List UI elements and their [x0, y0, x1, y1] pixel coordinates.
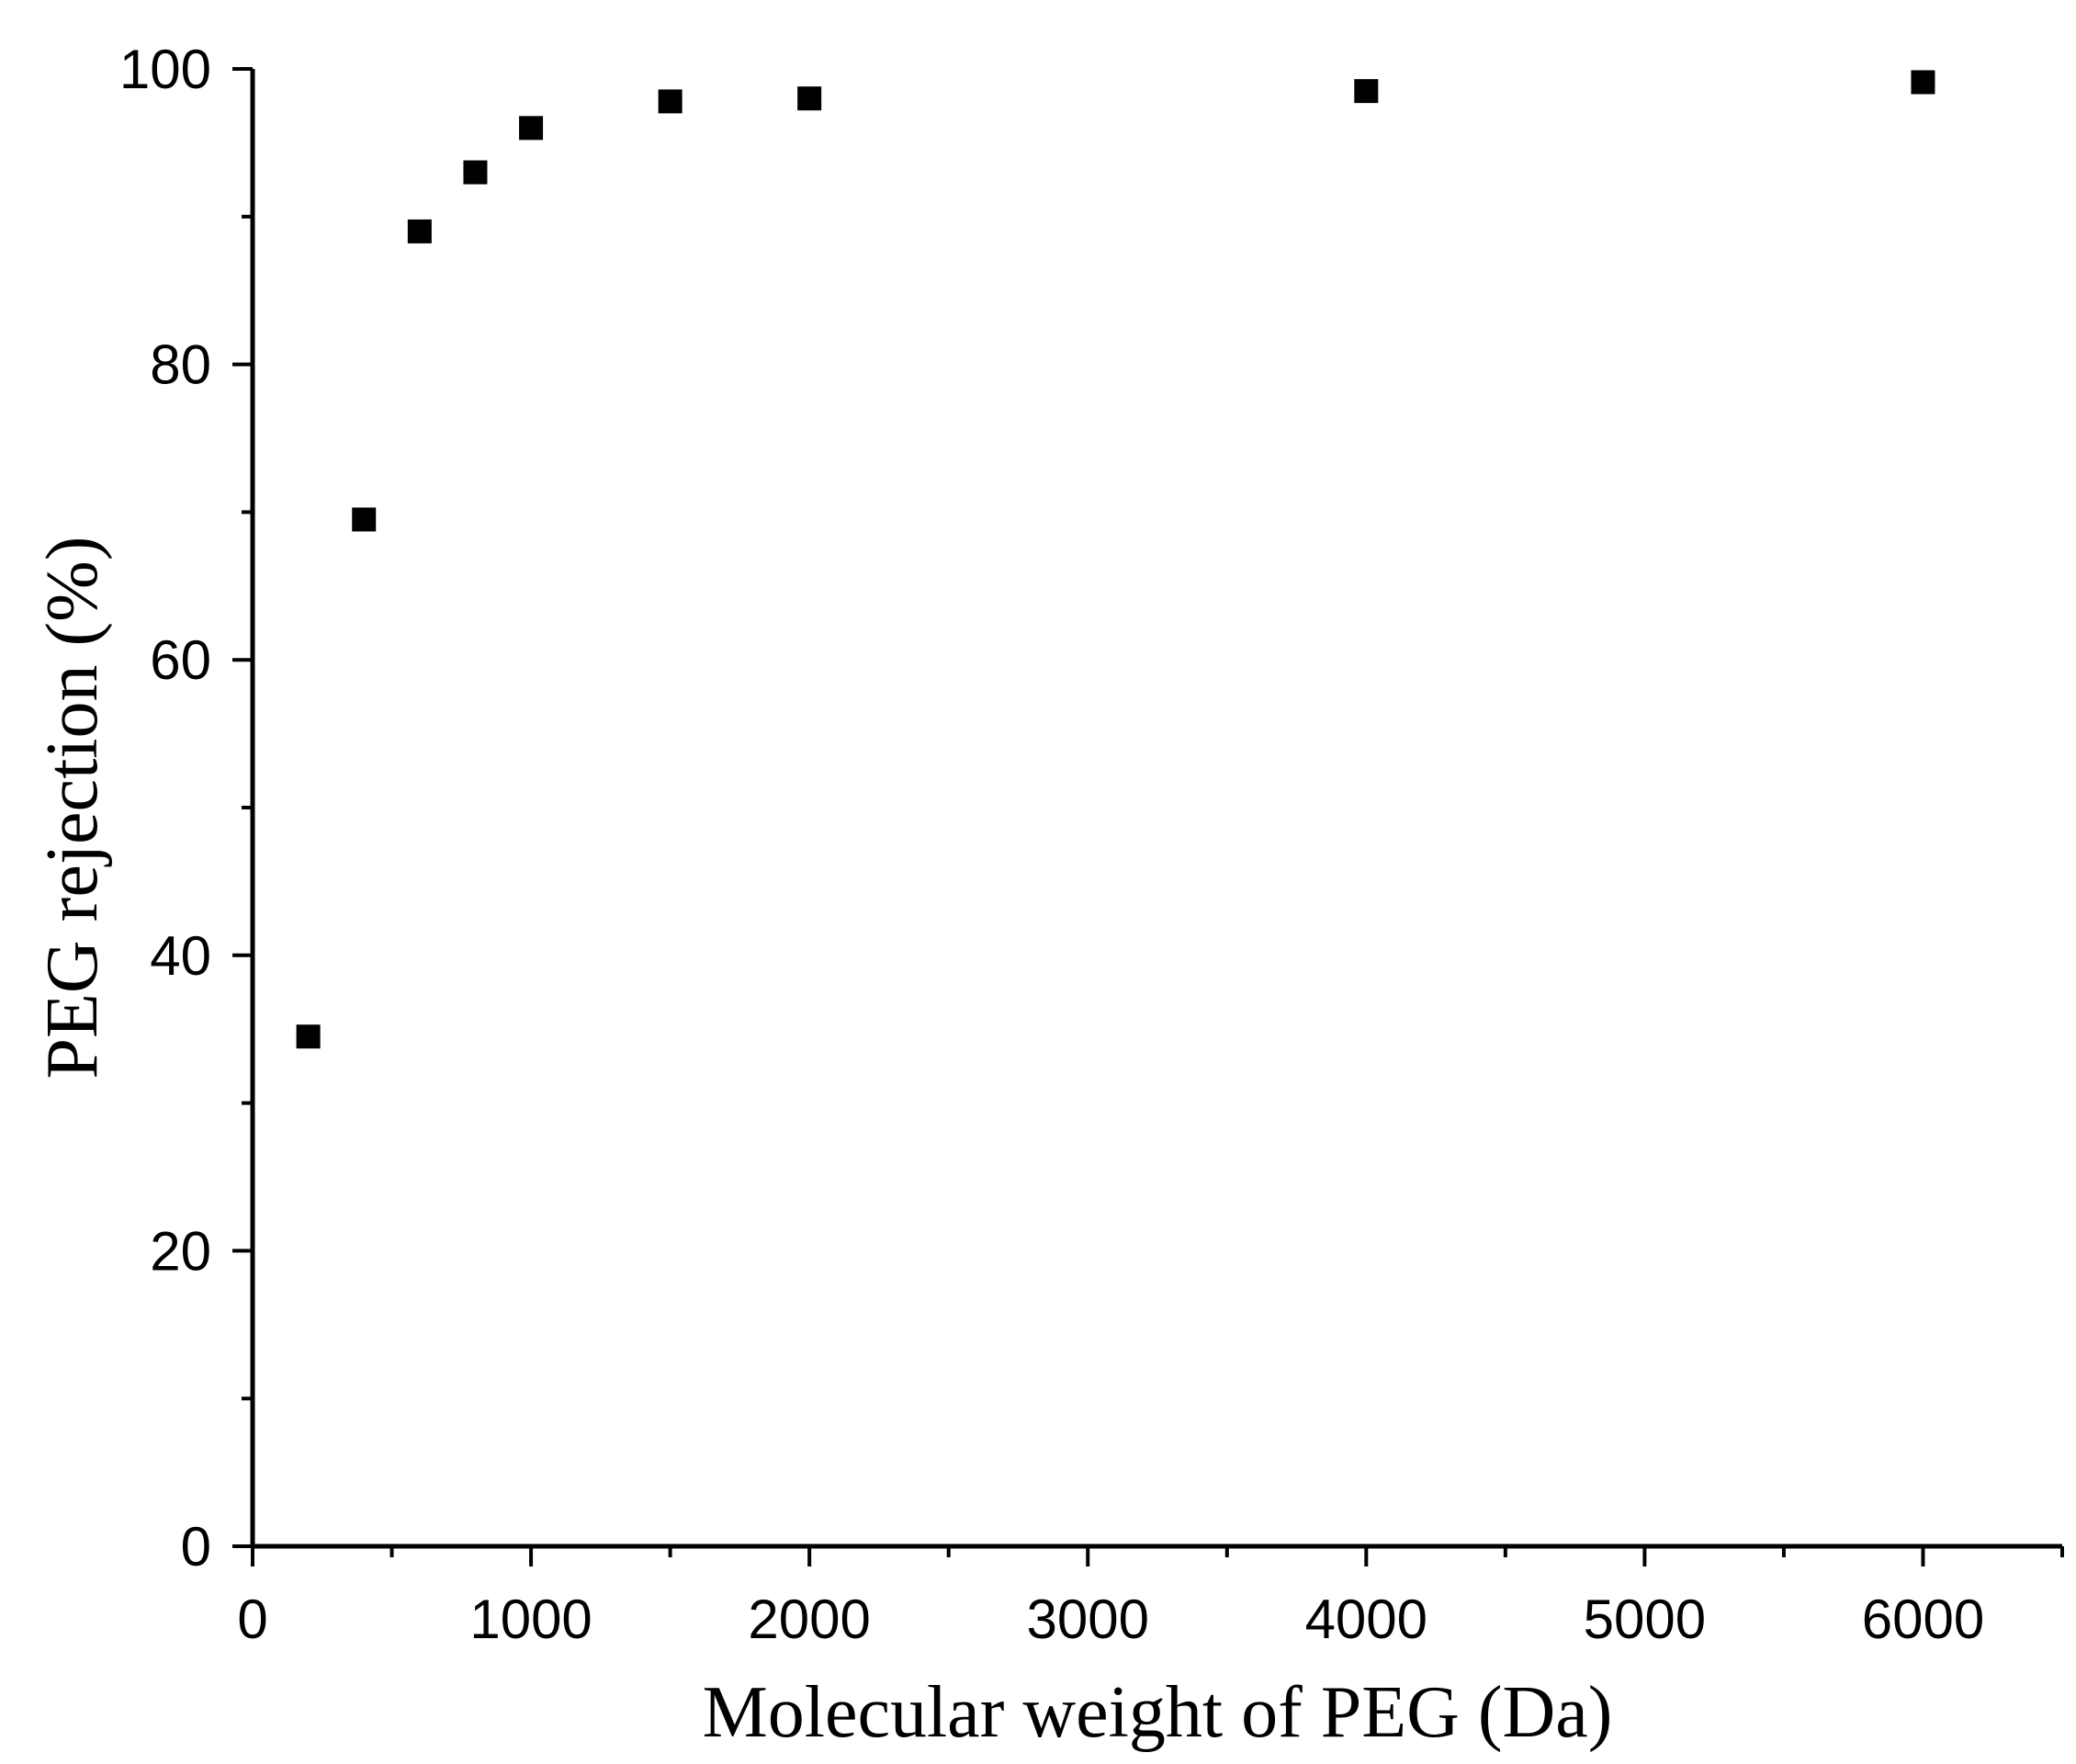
data-point	[1911, 70, 1935, 95]
ticks: 0 1000 2000 3000 4000 5000 6000 0 20 40 60 80 100	[119, 39, 2064, 1650]
x-tick-label: 0	[237, 1589, 267, 1650]
data-point	[352, 507, 377, 532]
x-axis-title: Molecular weight of PEG (Da)	[703, 1672, 1613, 1753]
data-point	[407, 219, 432, 243]
x-tick-label: 4000	[1305, 1589, 1427, 1650]
data-point	[463, 160, 488, 185]
x-tick-label: 2000	[748, 1589, 870, 1650]
x-tick-label: 6000	[1862, 1589, 1984, 1650]
data-point	[658, 89, 683, 114]
y-tick-label: 20	[150, 1220, 211, 1282]
x-tick-label: 5000	[1584, 1589, 1706, 1650]
axes	[250, 69, 2062, 1549]
y-tick-label: 0	[181, 1516, 211, 1577]
y-tick-label: 40	[150, 925, 211, 987]
data-point	[296, 1024, 321, 1049]
data-point	[519, 116, 544, 141]
data-point	[797, 86, 822, 111]
y-tick-label: 100	[119, 39, 211, 100]
y-tick-label: 80	[150, 334, 211, 396]
x-tick-label: 3000	[1026, 1589, 1148, 1650]
x-tick-label: 1000	[469, 1589, 592, 1650]
data-points	[296, 70, 1935, 1049]
data-point	[1354, 79, 1379, 104]
y-axis-title: PEG rejection (%)	[32, 537, 113, 1080]
y-tick-label: 60	[150, 629, 211, 691]
